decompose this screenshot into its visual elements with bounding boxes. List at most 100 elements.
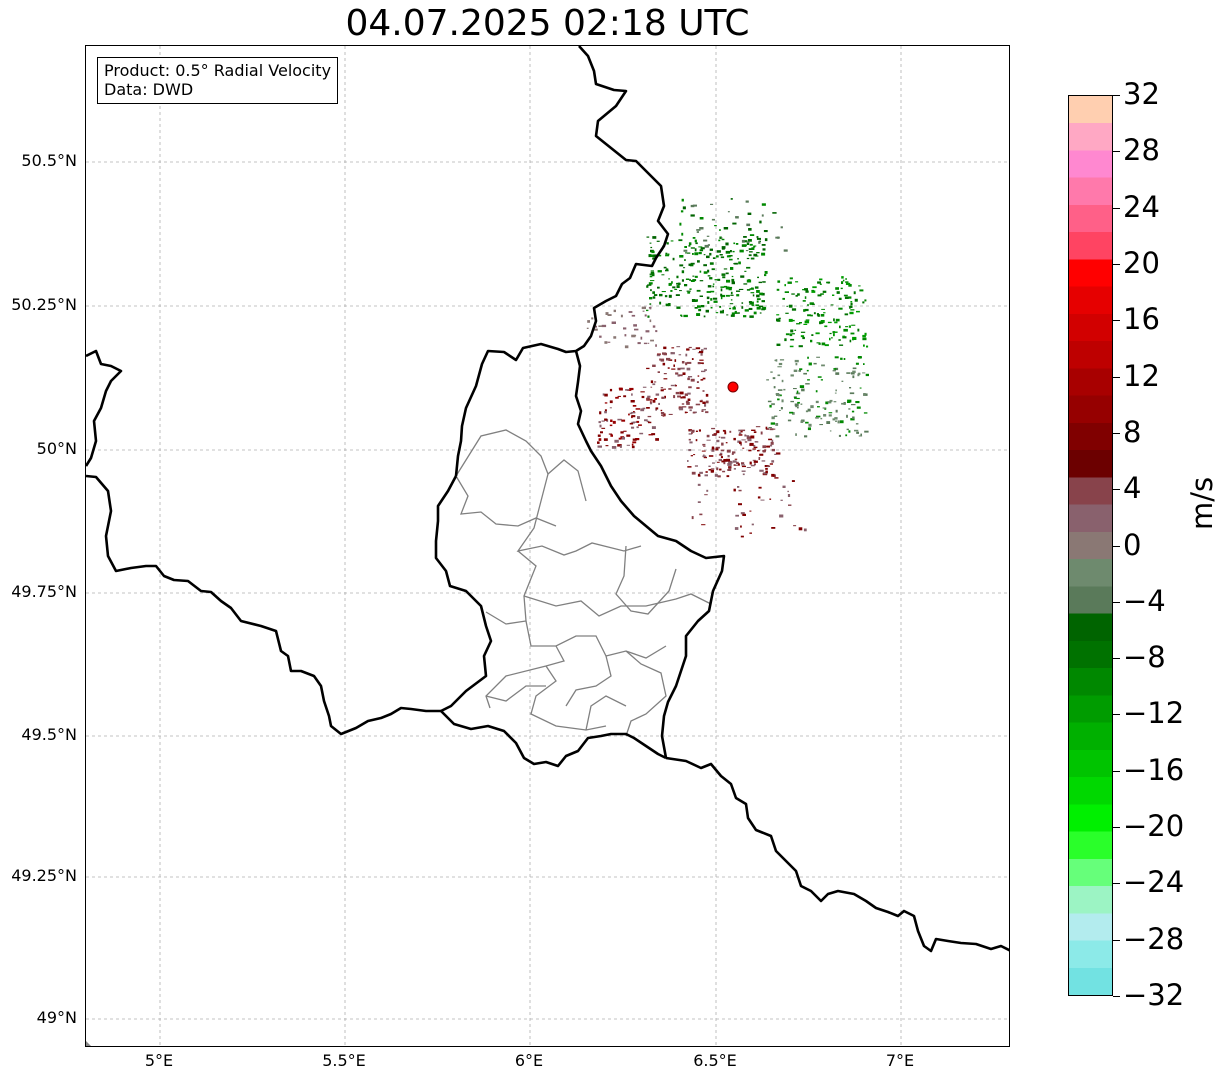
echo-pixel xyxy=(749,461,752,465)
echo-pixel xyxy=(746,242,750,245)
echo-pixel xyxy=(691,516,694,520)
echo-pixel xyxy=(711,427,716,430)
echo-pixel xyxy=(735,243,739,245)
echo-pixel xyxy=(787,494,791,497)
echo-pixel xyxy=(674,359,677,362)
echo-pixel xyxy=(599,424,602,428)
echo-pixel xyxy=(794,329,797,331)
echo-pixel xyxy=(756,237,761,240)
echo-pixel xyxy=(764,274,767,277)
echo-pixel xyxy=(835,287,839,290)
echo-pixel xyxy=(668,278,670,280)
radar-site-marker xyxy=(727,381,739,393)
echo-pixel xyxy=(687,398,691,402)
echo-pixel xyxy=(726,449,731,453)
gridlines xyxy=(86,46,1009,1046)
echo-pixel xyxy=(719,452,723,456)
echo-pixel xyxy=(859,387,862,389)
echo-pixel xyxy=(762,450,766,452)
echo-pixel xyxy=(703,239,708,242)
echo-pixel xyxy=(706,434,710,438)
echo-pixel xyxy=(719,468,722,471)
echo-pixel xyxy=(781,399,784,403)
echo-pixel xyxy=(848,325,851,328)
echo-pixel xyxy=(690,378,695,382)
echo-pixel xyxy=(738,288,744,290)
echo-pixel xyxy=(681,232,684,236)
echo-pixel xyxy=(679,222,682,226)
echo-pixel xyxy=(657,353,661,355)
echo-pixel xyxy=(609,400,613,404)
echo-pixel xyxy=(789,333,793,337)
echo-pixel xyxy=(863,344,865,347)
echo-pixel xyxy=(695,242,698,245)
echo-pixel xyxy=(696,229,701,231)
echo-pixel xyxy=(761,460,766,462)
echo-pixel xyxy=(835,372,840,375)
echo-pixel xyxy=(648,282,653,285)
echo-pixel xyxy=(720,256,725,259)
echo-pixel xyxy=(824,325,828,328)
echo-pixel xyxy=(845,434,848,437)
echo-pixel xyxy=(721,238,725,241)
echo-pixel xyxy=(689,441,693,444)
echo-pixel xyxy=(845,278,847,280)
echo-pixel xyxy=(804,320,810,324)
echo-pixel xyxy=(732,451,736,454)
echo-pixel xyxy=(710,469,714,473)
echo-pixel xyxy=(678,239,683,242)
echo-pixel xyxy=(787,419,792,422)
echo-pixel xyxy=(748,254,752,257)
border-lu-fr xyxy=(440,710,667,768)
echo-pixel xyxy=(660,387,664,389)
lat-tick-label: 49°N xyxy=(36,1008,77,1027)
colorbar-tick-mark xyxy=(1113,658,1120,660)
echo-pixel xyxy=(741,239,745,243)
echo-pixel xyxy=(689,409,692,412)
echo-pixel xyxy=(798,370,801,372)
echo-pixel xyxy=(704,369,707,371)
echo-pixel xyxy=(769,444,773,447)
echo-pixel xyxy=(852,336,857,339)
echo-pixel xyxy=(676,275,679,279)
echo-pixel xyxy=(706,489,709,492)
echo-pixel xyxy=(637,416,640,419)
echo-pixel xyxy=(785,333,790,336)
echo-pixel xyxy=(700,399,703,402)
echo-pixel xyxy=(832,418,835,421)
echo-pixel xyxy=(699,217,704,220)
echo-pixel xyxy=(830,304,834,306)
echo-pixel xyxy=(666,242,669,245)
echo-pixel xyxy=(850,309,855,311)
echo-pixel xyxy=(746,279,752,283)
echo-pixel xyxy=(719,229,721,231)
echo-pixel xyxy=(766,445,770,448)
echo-pixel xyxy=(774,359,777,362)
echo-pixel xyxy=(842,279,845,282)
echo-pixel xyxy=(675,294,680,296)
map-frame[interactable] xyxy=(85,45,1010,1047)
colorbar-unit-label: m/s xyxy=(1185,476,1219,530)
colorbar-tick-label: −28 xyxy=(1123,921,1185,956)
echo-pixel xyxy=(650,289,652,292)
echo-pixel xyxy=(689,263,694,267)
echo-pixel xyxy=(756,236,759,238)
echo-pixel xyxy=(707,285,712,288)
echo-pixel xyxy=(761,300,765,303)
echo-pixel xyxy=(731,281,735,285)
echo-pixel xyxy=(789,345,794,348)
echo-pixel xyxy=(786,305,789,307)
echo-pixel xyxy=(753,245,757,247)
echo-pixel xyxy=(759,292,763,296)
echo-pixel xyxy=(756,306,761,310)
echo-pixel xyxy=(691,432,693,435)
echo-pixel xyxy=(652,236,657,239)
echo-pixel xyxy=(820,314,825,317)
echo-pixel xyxy=(647,395,651,398)
echo-pixel xyxy=(742,244,747,247)
echo-pixel xyxy=(677,282,681,285)
border-de-fr xyxy=(665,756,1009,953)
echo-pixel xyxy=(796,390,799,394)
border-de-be-north xyxy=(454,46,670,477)
echo-pixel xyxy=(676,285,680,288)
